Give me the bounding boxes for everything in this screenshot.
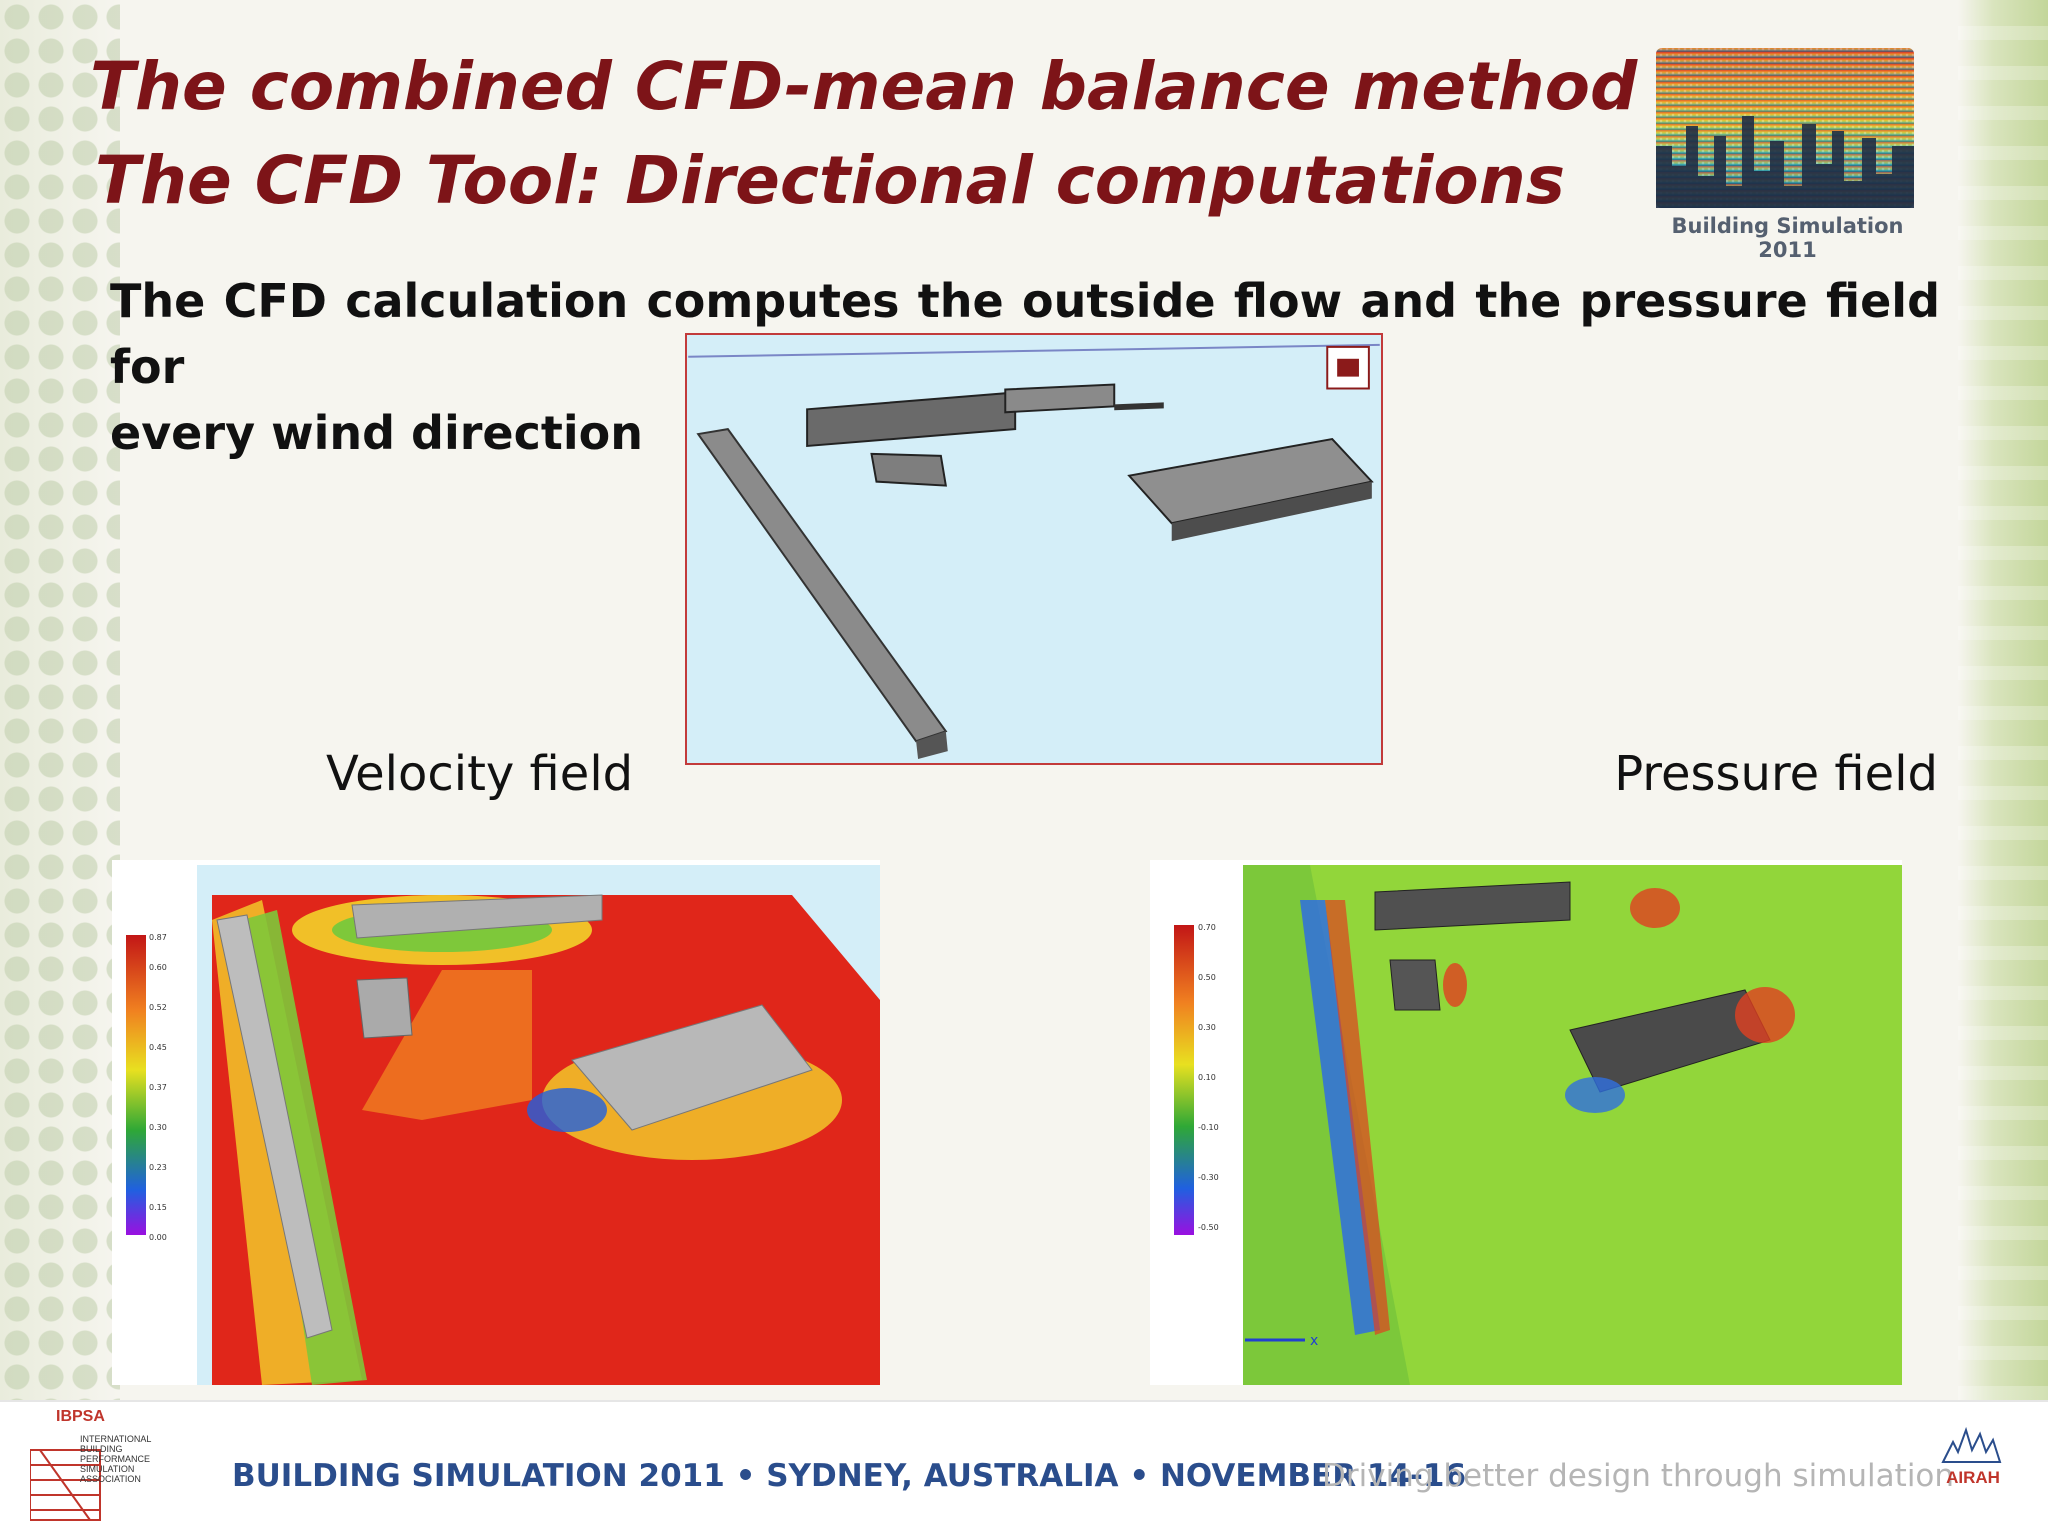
body-text: The CFD calculation computes the outside… <box>110 268 1940 466</box>
ibpsa-logo <box>30 1449 101 1521</box>
svg-text:0.70: 0.70 <box>1198 923 1216 932</box>
svg-text:0.23: 0.23 <box>149 1163 167 1172</box>
airah-logo: AIRAH <box>1938 1422 2008 1522</box>
slide-title: The combined CFD-mean balance method The… <box>90 40 1638 228</box>
svg-text:0.00: 0.00 <box>149 1233 167 1242</box>
pressure-field-image: 0.70 0.50 0.30 0.10 -0.10 -0.30 -0.50 x <box>1150 860 1902 1385</box>
pressure-field-label: Pressure field <box>1614 746 1938 802</box>
svg-text:0.30: 0.30 <box>1198 1023 1216 1032</box>
body-line-2: every wind direction <box>110 406 643 460</box>
logo-caption: Building Simulation 2011 <box>1671 214 1904 262</box>
velocity-field-image: 0.87 0.60 0.52 0.45 0.37 0.30 0.23 0.15 … <box>112 860 880 1385</box>
body-line-1: The CFD calculation computes the outside… <box>110 274 1940 394</box>
cfd-geometry-image <box>685 333 1383 765</box>
ibpsa-text: INTERNATIONAL BUILDING PERFORMANCE SIMUL… <box>80 1434 152 1484</box>
footer-conference-text: BUILDING SIMULATION 2011 • SYDNEY, AUSTR… <box>232 1458 1467 1494</box>
footer-bar: IBPSA INTERNATIONAL BUILDING PERFORMANCE… <box>0 1400 2048 1538</box>
svg-text:0.52: 0.52 <box>149 1003 167 1012</box>
svg-text:0.60: 0.60 <box>149 963 167 972</box>
building-simulation-logo <box>1656 48 1914 208</box>
svg-text:0.30: 0.30 <box>149 1123 167 1132</box>
svg-text:0.37: 0.37 <box>149 1083 167 1092</box>
velocity-field-label: Velocity field <box>326 746 634 802</box>
title-line-2: The CFD Tool: Directional computations <box>94 142 1566 219</box>
svg-text:-0.10: -0.10 <box>1198 1123 1219 1132</box>
svg-text:0.45: 0.45 <box>149 1043 167 1052</box>
svg-text:x: x <box>1310 1333 1318 1349</box>
svg-text:0.10: 0.10 <box>1198 1073 1216 1082</box>
airah-icon <box>1941 1426 2002 1463</box>
background-pattern-right <box>1958 0 2048 1400</box>
svg-text:-0.50: -0.50 <box>1198 1223 1219 1232</box>
svg-text:-0.30: -0.30 <box>1198 1173 1219 1182</box>
ibpsa-title: IBPSA <box>56 1408 105 1425</box>
airah-label: AIRAH <box>1946 1468 2000 1487</box>
footer-tagline: Driving better design through simulation <box>1322 1458 1955 1494</box>
background-pattern-left <box>0 0 120 1400</box>
svg-text:0.15: 0.15 <box>149 1203 167 1212</box>
svg-text:0.50: 0.50 <box>1198 973 1216 982</box>
title-line-1: The combined CFD-mean balance method <box>90 48 1638 125</box>
svg-text:0.87: 0.87 <box>149 933 167 942</box>
